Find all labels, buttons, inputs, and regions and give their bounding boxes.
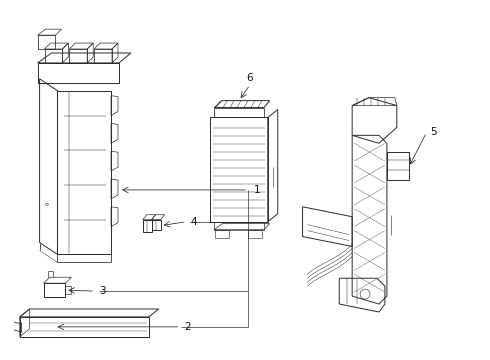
- Text: 4: 4: [191, 217, 197, 227]
- Bar: [143, 220, 152, 231]
- Bar: [94, 49, 112, 63]
- Bar: [387, 152, 409, 180]
- Bar: [248, 230, 262, 238]
- Text: 5: 5: [431, 127, 437, 138]
- Bar: [65, 286, 72, 294]
- Bar: [210, 117, 268, 222]
- Text: 2: 2: [184, 322, 191, 332]
- Bar: [214, 108, 264, 117]
- Bar: [44, 283, 65, 297]
- Bar: [152, 220, 161, 230]
- Bar: [45, 49, 62, 63]
- Bar: [38, 35, 55, 49]
- Bar: [70, 49, 87, 63]
- Text: 1: 1: [254, 185, 261, 195]
- Bar: [215, 230, 229, 238]
- Text: o: o: [45, 202, 49, 207]
- Bar: [214, 222, 264, 230]
- Text: 6: 6: [246, 73, 253, 83]
- Text: 3: 3: [99, 286, 106, 296]
